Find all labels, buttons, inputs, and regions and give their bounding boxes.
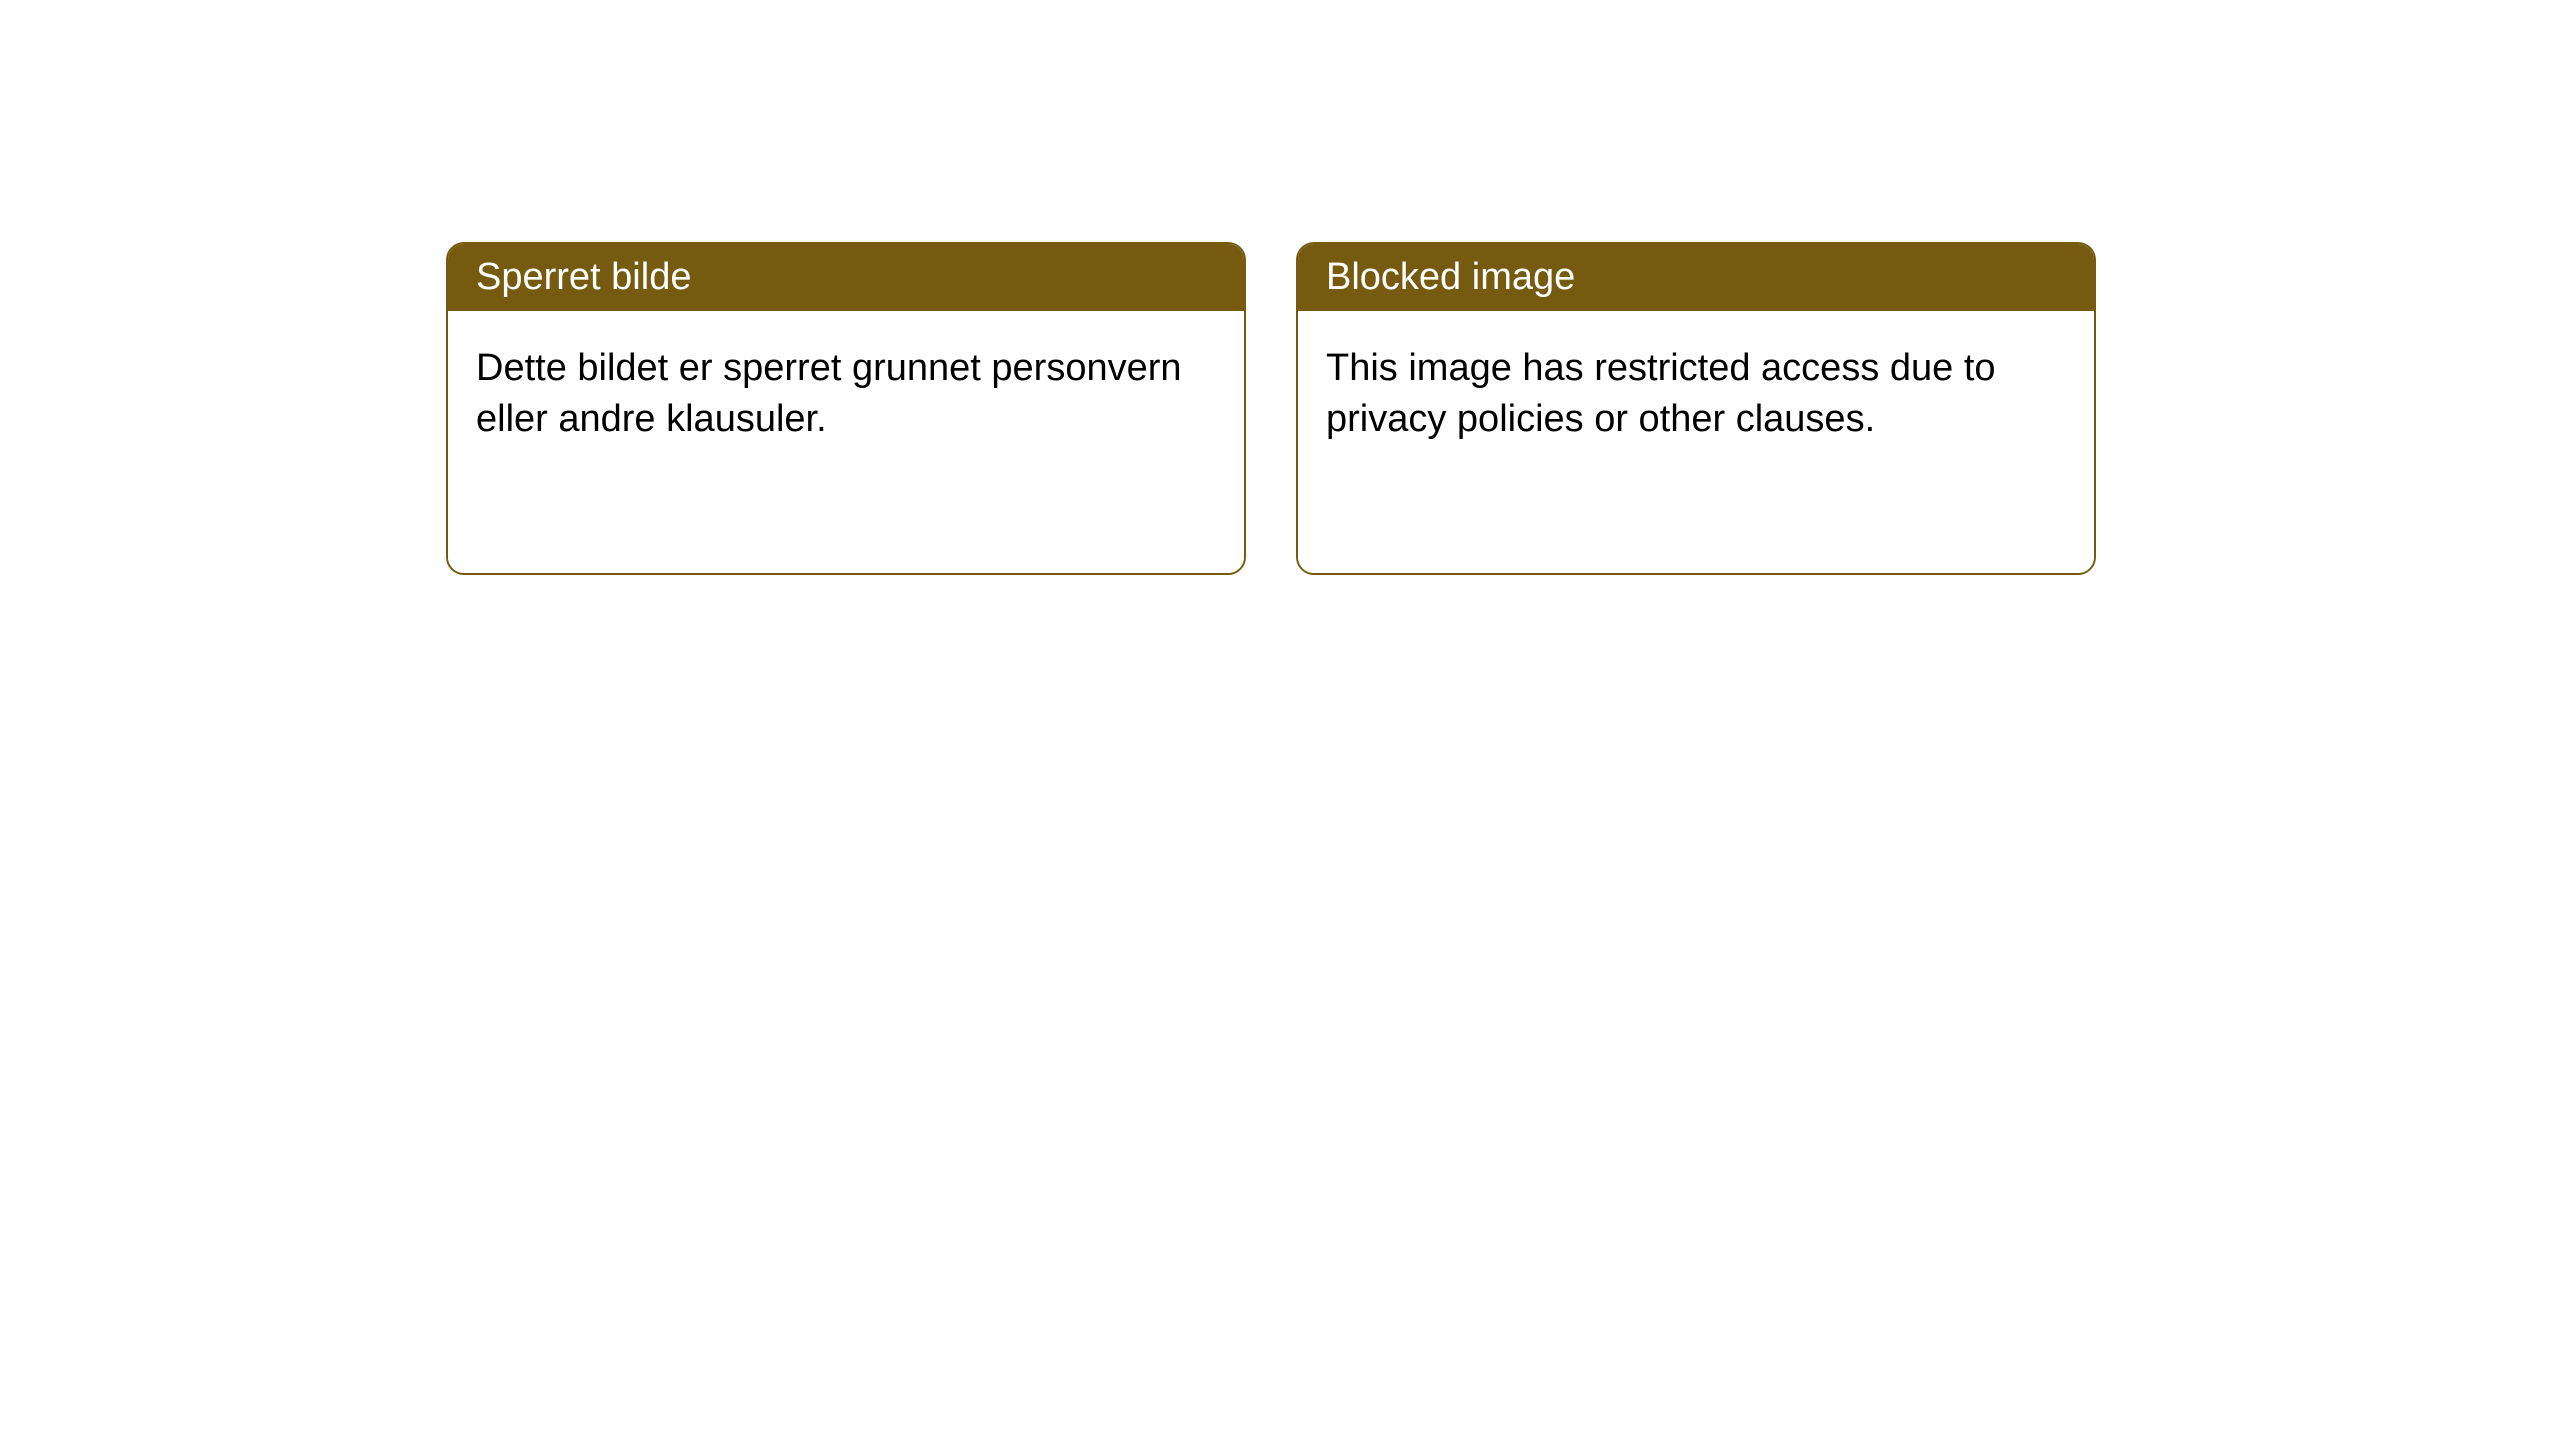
notice-container: Sperret bilde Dette bildet er sperret gr… xyxy=(446,242,2096,575)
card-body-english: This image has restricted access due to … xyxy=(1298,311,2094,575)
card-body-norwegian: Dette bildet er sperret grunnet personve… xyxy=(448,311,1244,575)
notice-card-norwegian: Sperret bilde Dette bildet er sperret gr… xyxy=(446,242,1246,575)
card-header-norwegian: Sperret bilde xyxy=(448,244,1244,311)
notice-card-english: Blocked image This image has restricted … xyxy=(1296,242,2096,575)
card-header-english: Blocked image xyxy=(1298,244,2094,311)
